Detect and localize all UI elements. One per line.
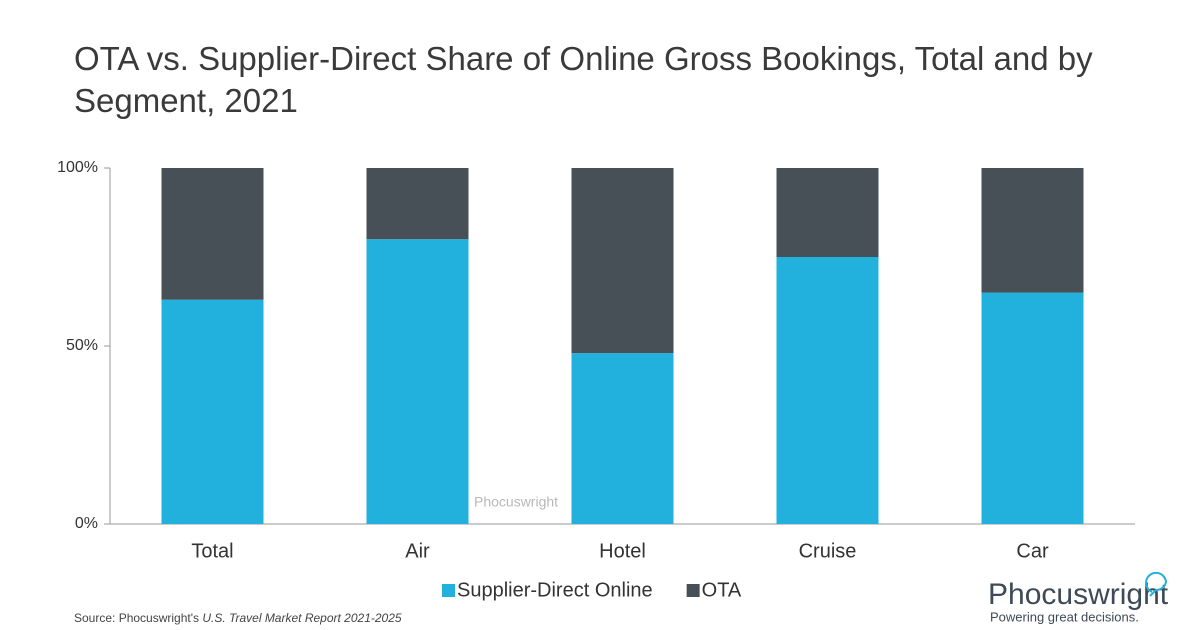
bar-segment bbox=[571, 168, 674, 354]
x-tick-label: Air bbox=[405, 540, 430, 562]
bar-segment bbox=[366, 168, 469, 240]
chart-title: OTA vs. Supplier-Direct Share of Online … bbox=[74, 40, 1093, 119]
y-tick-label: 0% bbox=[75, 515, 98, 532]
bar-segment bbox=[366, 239, 469, 524]
watermark: Phocuswright bbox=[474, 494, 558, 510]
logo-name: Phocuswright bbox=[988, 578, 1169, 611]
legend-swatch bbox=[686, 584, 700, 597]
source: Source: Phocuswright's U.S. Travel Marke… bbox=[74, 611, 402, 625]
source-prefix: Source: Phocuswright's bbox=[74, 611, 202, 625]
logo-icon bbox=[1145, 571, 1168, 597]
y-tick-label: 100% bbox=[57, 159, 98, 176]
bar-segment bbox=[776, 168, 879, 257]
legend-label: OTA bbox=[702, 579, 742, 601]
bar-segment bbox=[981, 168, 1084, 293]
bar-segment bbox=[161, 299, 264, 524]
legend-label: Supplier-Direct Online bbox=[457, 579, 653, 601]
bar-segment bbox=[161, 168, 264, 300]
x-tick-label: Hotel bbox=[599, 540, 646, 562]
x-tick-label: Total bbox=[191, 540, 233, 562]
legend-swatch bbox=[442, 584, 455, 597]
source-report: U.S. Travel Market Report 2021-2025 bbox=[202, 611, 402, 625]
x-tick-label: Cruise bbox=[799, 540, 857, 562]
bar-segment bbox=[776, 257, 879, 524]
x-tick-label: Car bbox=[1016, 540, 1049, 562]
bar-segment bbox=[571, 353, 674, 524]
bar-segment bbox=[981, 292, 1084, 524]
y-tick-label: 50% bbox=[66, 337, 98, 354]
logo-tagline: Powering great decisions. bbox=[990, 609, 1139, 624]
